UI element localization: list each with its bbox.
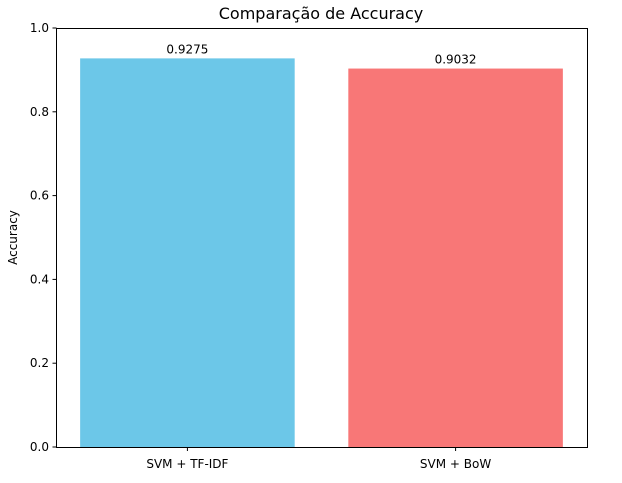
x-axis-ticks: SVM + TF-IDF SVM + BoW xyxy=(146,447,491,471)
y-tick-label-5: 1.0 xyxy=(30,21,49,35)
x-tick-label-1: SVM + BoW xyxy=(420,457,491,471)
y-axis-ticks: 0.0 0.2 0.4 0.6 0.8 1.0 xyxy=(30,21,57,454)
x-tick-label-0: SVM + TF-IDF xyxy=(146,457,228,471)
y-tick-label-3: 0.6 xyxy=(30,189,49,203)
plot-frame xyxy=(56,28,588,448)
y-axis-label: Accuracy xyxy=(6,210,20,265)
bars-group xyxy=(80,58,563,447)
y-tick-label-0: 0.0 xyxy=(30,440,49,454)
data-labels-group: 0.9275 0.9032 xyxy=(166,42,476,66)
data-label-1: 0.9032 xyxy=(435,53,477,67)
data-label-0: 0.9275 xyxy=(166,42,208,56)
y-tick-label-4: 0.8 xyxy=(30,105,49,119)
bar-0 xyxy=(80,58,295,447)
y-tick-label-1: 0.2 xyxy=(30,356,49,370)
y-tick-label-2: 0.4 xyxy=(30,272,49,286)
chart-title: Comparação de Accuracy xyxy=(219,4,424,23)
bar-1 xyxy=(348,68,563,447)
